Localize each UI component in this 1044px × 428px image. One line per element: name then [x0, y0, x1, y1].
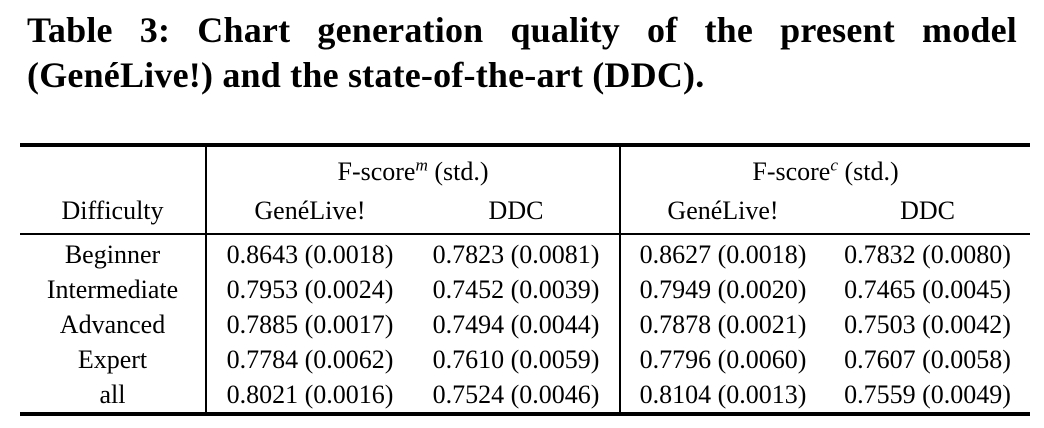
value-cell: 0.7949 (0.0020)	[619, 272, 826, 307]
corner-cell	[20, 145, 206, 189]
results-table: F-scorem (std.) F-scorec (std.) Difficul…	[20, 143, 1031, 416]
superscript-m: m	[415, 155, 428, 175]
value-cell: 0.8021 (0.0016)	[205, 377, 413, 414]
value-cell: 0.7494 (0.0044)	[432, 309, 600, 339]
difficulty-cell: Expert	[77, 344, 148, 374]
superscript-c: c	[830, 155, 838, 175]
difficulty-column-header: Difficulty	[20, 189, 206, 235]
group-header-row: F-scorem (std.) F-scorec (std.)	[20, 145, 1031, 189]
value-cell: 0.7832 (0.0080)	[844, 239, 1011, 269]
table-row-expert: Expert 0.7784 (0.0062) 0.7610 (0.0059) 0…	[20, 342, 1030, 377]
value-cell: 0.7452 (0.0039)	[432, 274, 600, 304]
column-header-ddc-m: DDC	[413, 189, 621, 235]
group-header-base: F-score	[337, 157, 416, 186]
value-cell: 0.7607 (0.0058)	[844, 344, 1011, 374]
difficulty-cell: Beginner	[64, 239, 161, 269]
value-cell: 0.7524 (0.0046)	[432, 379, 600, 409]
group-header-fscore-c: F-scorec (std.)	[619, 145, 1031, 189]
column-header-genelive-m: GenéLive!	[205, 189, 413, 235]
value-cell: 0.7878 (0.0021)	[619, 307, 826, 342]
table-row-intermediate: Intermediate 0.7953 (0.0024) 0.7452 (0.0…	[20, 272, 1030, 307]
value-cell: 0.7953 (0.0024)	[205, 272, 413, 307]
value-cell: 0.7885 (0.0017)	[205, 307, 413, 342]
column-header-row: Difficulty GenéLive! DDC GenéLive! DDC	[20, 189, 1031, 235]
group-header-suffix: (std.)	[427, 157, 489, 186]
value-cell: 0.7610 (0.0059)	[432, 344, 600, 374]
table-row-all: all 0.8021 (0.0016) 0.7524 (0.0046) 0.81…	[20, 377, 1030, 414]
difficulty-cell: Advanced	[59, 309, 166, 339]
column-header-genelive-c: GenéLive!	[619, 189, 826, 235]
group-header-fscore-m: F-scorem (std.)	[204, 145, 621, 189]
value-cell: 0.8643 (0.0018)	[205, 234, 413, 272]
value-cell: 0.7784 (0.0062)	[205, 342, 413, 377]
value-cell: 0.7465 (0.0045)	[844, 274, 1011, 304]
value-cell: 0.7796 (0.0060)	[619, 342, 826, 377]
difficulty-cell: Intermediate	[46, 274, 179, 304]
table-caption: Table 3: Chart generation quality of the…	[0, 0, 1044, 98]
group-header-suffix: (std.)	[837, 157, 899, 186]
value-cell: 0.7503 (0.0042)	[844, 309, 1011, 339]
difficulty-cell: all	[99, 379, 126, 409]
value-cell: 0.7823 (0.0081)	[432, 239, 600, 269]
table-row-advanced: Advanced 0.7885 (0.0017) 0.7494 (0.0044)…	[20, 307, 1030, 342]
caption-line-1: Table 3: Chart generation quality of the…	[27, 10, 1017, 50]
caption-line-2: (GenéLive!) and the state-of-the-art (DD…	[27, 55, 705, 95]
column-header-ddc-c: DDC	[825, 189, 1031, 235]
table-row-beginner: Beginner 0.8643 (0.0018) 0.7823 (0.0081)…	[20, 234, 1030, 272]
value-cell: 0.7559 (0.0049)	[844, 379, 1011, 409]
value-cell: 0.8627 (0.0018)	[619, 234, 826, 272]
value-cell: 0.8104 (0.0013)	[619, 377, 826, 414]
group-header-base: F-score	[752, 157, 831, 186]
